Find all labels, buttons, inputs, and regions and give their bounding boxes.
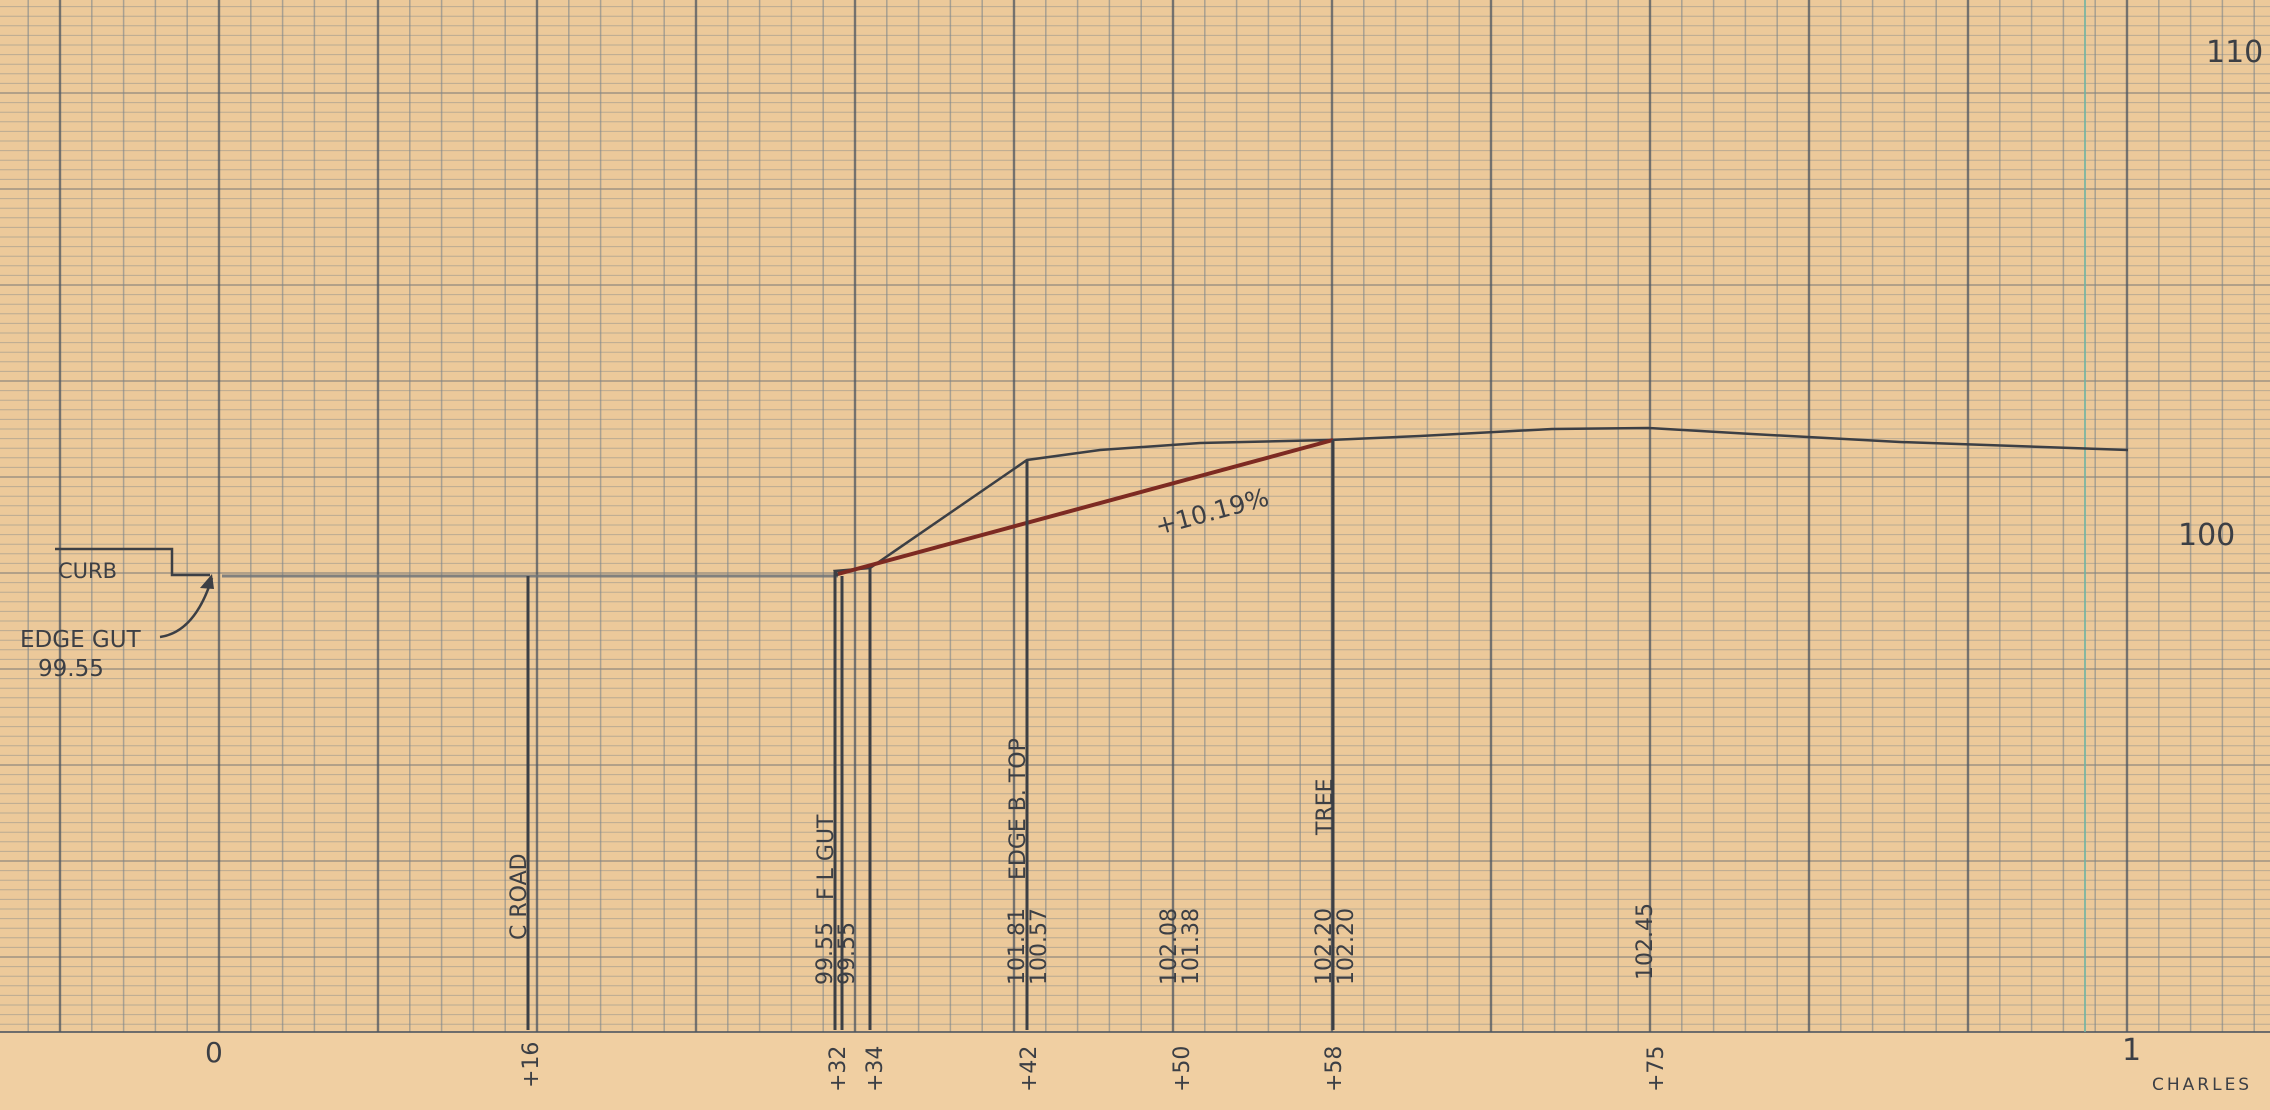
grade-line <box>837 438 1334 576</box>
elevation-label-100: 100 <box>2178 518 2235 553</box>
elevation-lower-32: 99.55 <box>835 922 860 985</box>
elevation-upper-50: 102.08 <box>1157 908 1182 985</box>
arrow-head <box>200 574 214 589</box>
elevation-upper-75: 102.45 <box>1633 903 1658 980</box>
station-label-50: +50 <box>1170 1046 1195 1092</box>
elevation-lower-50: 101.38 <box>1179 908 1204 985</box>
note-gutter: F L GUT <box>814 814 839 900</box>
elevation-upper-32: 99.55 <box>813 922 838 985</box>
grid <box>0 0 2270 1033</box>
curb-line <box>55 547 210 577</box>
elevation-upper-58: 102.20 <box>1312 908 1337 985</box>
station-label-42: +42 <box>1017 1046 1042 1092</box>
station-label-75: +75 <box>1644 1046 1669 1092</box>
elevation-label-110: 110 <box>2206 35 2263 70</box>
station-label-0: 0 <box>205 1036 223 1069</box>
note-road: C ROAD <box>507 853 532 940</box>
edge-gutter-label: EDGE GUT <box>20 627 142 653</box>
note-tree: TREE <box>1313 778 1338 836</box>
margin-strip <box>0 1032 2270 1110</box>
elevation-lower-58: 102.20 <box>1334 908 1359 985</box>
elevation-upper-42: 101.81 <box>1005 908 1030 985</box>
footer-text: CHARLES <box>2152 1075 2252 1095</box>
station-label-1: 1 <box>2122 1033 2141 1068</box>
edge-gutter-elevation: 99.55 <box>38 656 104 682</box>
curb-label: CURB <box>58 559 117 583</box>
station-label-16: +16 <box>519 1042 544 1088</box>
station-label-34: +34 <box>863 1046 888 1092</box>
station-label-32: +32 <box>826 1046 851 1092</box>
note-edge-top: EDGE B. TOP <box>1006 738 1031 880</box>
elevation-lower-42: 100.57 <box>1027 908 1052 985</box>
station-label-58: +58 <box>1322 1046 1347 1092</box>
